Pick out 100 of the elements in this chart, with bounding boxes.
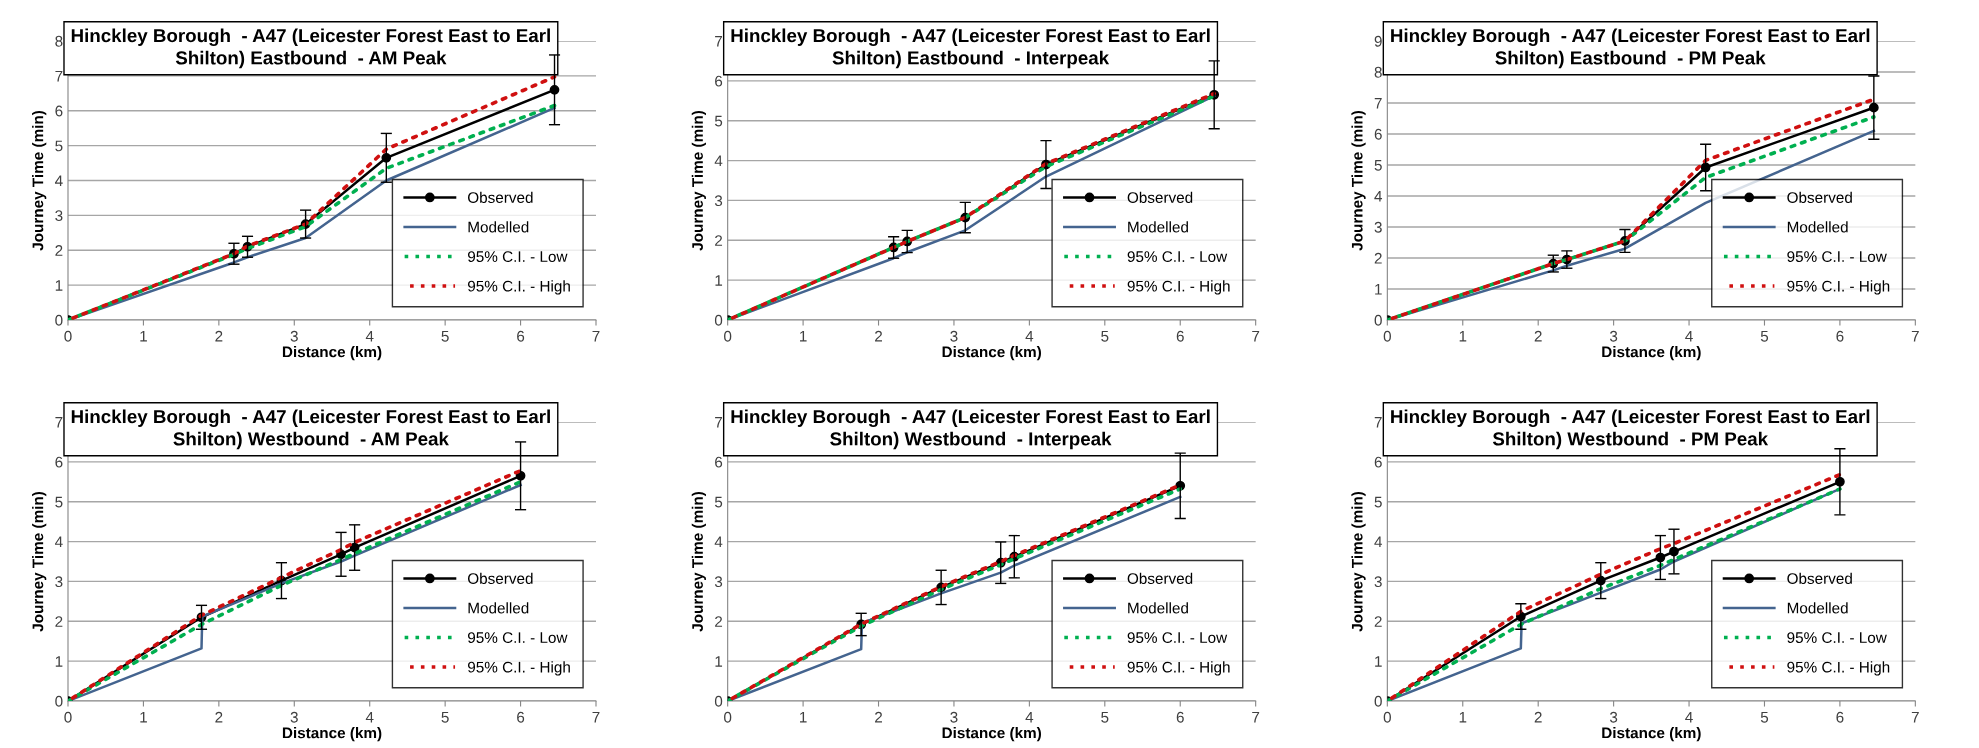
x-tick-label: 7 bbox=[1252, 330, 1260, 342]
chart-title: Hinckley Borough - A47 (Leicester Forest East to Earl Shilton) Eastbound - Interpeak bbox=[731, 28, 1210, 69]
y-tick-label: 4 bbox=[1374, 191, 1383, 202]
legend-label: Modelled bbox=[1128, 602, 1188, 614]
y-tick-label: 1 bbox=[1375, 284, 1382, 295]
legend-label: 95% C.I. - High bbox=[467, 661, 570, 676]
y-tick-label: 6 bbox=[715, 456, 723, 468]
x-tick-label: 2 bbox=[1534, 330, 1542, 342]
y-tick-label: 8 bbox=[1374, 66, 1382, 78]
y-tick-label: 4 bbox=[714, 155, 723, 167]
y-tick-label: 5 bbox=[714, 115, 723, 127]
y-tick-label: 1 bbox=[715, 656, 723, 667]
y-tick-label: 5 bbox=[55, 140, 63, 152]
legend-label: Observed bbox=[468, 191, 533, 203]
y-tick-label: 6 bbox=[55, 456, 63, 468]
legend-label: Modelled bbox=[468, 602, 529, 614]
y-tick-label: 0 bbox=[55, 695, 63, 707]
y-tick-label: 0 bbox=[714, 695, 723, 707]
y-tick-label: 7 bbox=[1374, 417, 1382, 428]
x-tick-label: 3 bbox=[1609, 711, 1618, 723]
x-tick-label: 7 bbox=[592, 711, 600, 723]
y-tick-label: 1 bbox=[55, 280, 63, 291]
y-tick-label: 6 bbox=[715, 75, 723, 87]
y-tick-label: 7 bbox=[1374, 98, 1382, 109]
y-tick-label: 1 bbox=[715, 275, 723, 286]
chart-title: Hinckley Borough - A47 (Leicester Forest East to Earl Shilton) Westbound - PM Peak bbox=[1391, 409, 1870, 450]
y-tick-label: 2 bbox=[55, 245, 63, 256]
x-tick-label: 5 bbox=[441, 711, 449, 723]
y-tick-label: 6 bbox=[1374, 128, 1382, 140]
x-tick-label: 6 bbox=[1176, 711, 1184, 723]
x-tick-label: 4 bbox=[1685, 330, 1693, 342]
x-tick-label: 2 bbox=[875, 330, 883, 342]
y-tick-label: 7 bbox=[55, 417, 63, 428]
x-tick-label: 4 bbox=[1025, 711, 1034, 723]
x-tick-label: 6 bbox=[1176, 330, 1184, 342]
legend-label: Observed bbox=[1787, 572, 1852, 584]
x-tick-label: 0 bbox=[724, 330, 732, 342]
y-tick-label: 4 bbox=[1374, 536, 1383, 548]
y-tick-label: 2 bbox=[715, 235, 723, 246]
x-tick-label: 2 bbox=[215, 330, 223, 342]
y-tick-label: 3 bbox=[55, 576, 63, 588]
x-tick-label: 1 bbox=[800, 330, 807, 342]
y-tick-label: 8 bbox=[55, 35, 63, 47]
legend-label: Observed bbox=[1127, 572, 1193, 584]
legend-label: 95% C.I. - High bbox=[467, 280, 570, 295]
y-tick-label: 6 bbox=[1374, 456, 1382, 468]
y-axis-title: Journey Time (min) bbox=[1351, 110, 1366, 251]
y-tick-label: 2 bbox=[1374, 616, 1382, 627]
y-tick-label: 3 bbox=[714, 576, 723, 588]
y-tick-label: 0 bbox=[55, 314, 63, 326]
chart-title: Hinckley Borough - A47 (Leicester Forest East to Earl Shilton) Eastbound - AM Peak bbox=[71, 28, 550, 69]
x-tick-label: 0 bbox=[1383, 330, 1391, 342]
x-tick-label: 1 bbox=[800, 711, 807, 723]
legend-label: 95% C.I. - Low bbox=[467, 632, 568, 644]
y-tick-label: 5 bbox=[1374, 160, 1382, 171]
x-tick-label: 7 bbox=[592, 330, 600, 342]
x-tick-label: 7 bbox=[1252, 711, 1260, 723]
legend-label: 95% C.I. - Low bbox=[1787, 632, 1887, 644]
x-axis-title: Distance (km) bbox=[1602, 346, 1701, 361]
y-tick-label: 5 bbox=[55, 496, 63, 508]
y-tick-label: 4 bbox=[54, 175, 63, 187]
x-tick-label: 0 bbox=[1383, 711, 1391, 723]
y-tick-label: 7 bbox=[715, 36, 723, 47]
x-tick-label: 5 bbox=[1101, 711, 1109, 723]
legend-label: 95% C.I. - Low bbox=[1787, 251, 1887, 263]
legend-label: 95% C.I. - Low bbox=[1127, 251, 1228, 263]
legend-label: Observed bbox=[468, 572, 533, 584]
x-tick-label: 4 bbox=[365, 330, 374, 342]
y-axis-title: Journey Time (min) bbox=[691, 491, 706, 632]
x-axis-title: Distance (km) bbox=[942, 346, 1041, 361]
chart-title: Hinckley Borough - A47 (Leicester Forest East to Earl Shilton) Westbound - Interpeak bbox=[731, 409, 1210, 450]
x-tick-label: 1 bbox=[140, 330, 147, 342]
y-tick-label: 3 bbox=[1374, 576, 1382, 588]
legend-label: Observed bbox=[1127, 191, 1193, 203]
legend-label: 95% C.I. - High bbox=[1787, 661, 1890, 676]
x-tick-label: 6 bbox=[1836, 711, 1844, 723]
y-tick-label: 3 bbox=[55, 210, 63, 222]
y-tick-label: 3 bbox=[714, 195, 723, 207]
y-tick-label: 2 bbox=[1374, 252, 1382, 264]
x-tick-label: 6 bbox=[1836, 330, 1844, 342]
x-tick-label: 4 bbox=[1685, 711, 1693, 723]
y-tick-label: 5 bbox=[1374, 496, 1382, 508]
x-tick-label: 2 bbox=[215, 711, 223, 723]
x-tick-label: 5 bbox=[441, 330, 449, 342]
x-tick-label: 0 bbox=[64, 330, 72, 342]
y-tick-label: 1 bbox=[55, 656, 63, 667]
x-tick-label: 4 bbox=[365, 711, 374, 723]
legend-label: 95% C.I. - High bbox=[1787, 280, 1890, 295]
y-axis-title: Journey Time (min) bbox=[32, 491, 47, 632]
x-tick-label: 7 bbox=[1911, 711, 1919, 723]
x-tick-label: 1 bbox=[1459, 330, 1467, 342]
y-tick-label: 9 bbox=[1374, 35, 1382, 47]
y-axis-title: Journey Time (min) bbox=[1351, 491, 1366, 632]
x-tick-label: 3 bbox=[1609, 330, 1618, 342]
x-tick-label: 4 bbox=[1025, 330, 1034, 342]
x-axis-title: Distance (km) bbox=[282, 727, 382, 742]
legend-label: Modelled bbox=[1787, 221, 1848, 233]
legend-label: 95% C.I. - Low bbox=[467, 251, 568, 263]
x-tick-label: 2 bbox=[875, 711, 883, 723]
x-tick-label: 6 bbox=[517, 711, 525, 723]
